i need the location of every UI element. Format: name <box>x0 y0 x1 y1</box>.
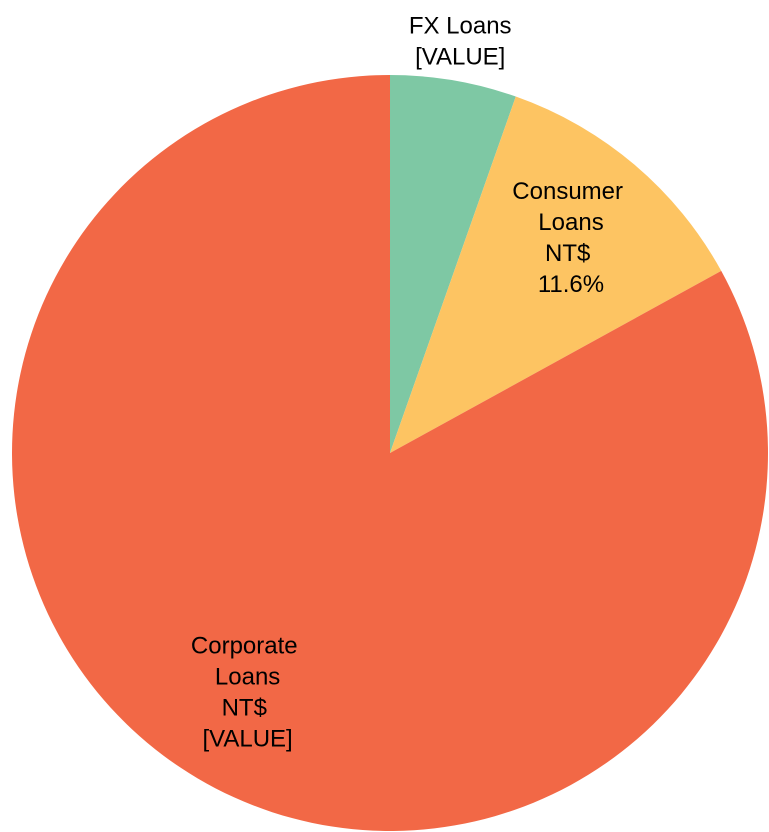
pie-slice <box>11 75 768 831</box>
pie-slice <box>390 96 722 454</box>
slice-label: Corporate Loans <box>191 633 304 691</box>
slice-value-label: NT$ [VALUE] <box>202 695 292 753</box>
pie-slice <box>390 75 516 453</box>
slice-label: Consumer Loans <box>512 179 629 237</box>
slice-value-label: NT$ 11.6% <box>538 241 604 299</box>
slice-value-label: [VALUE] <box>415 44 505 71</box>
slice-label: FX Loans <box>409 13 512 40</box>
